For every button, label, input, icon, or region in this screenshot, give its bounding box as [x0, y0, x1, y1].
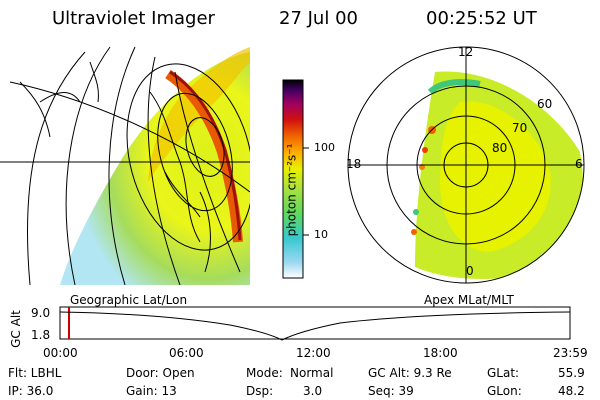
status-glon-value: 48.2 [558, 384, 585, 398]
colorbar [282, 79, 309, 279]
mlt-label-0: 0 [466, 264, 474, 278]
auroral-oval [165, 69, 243, 243]
status-gc-alt: GC Alt: 9.3 Re [368, 366, 452, 380]
mlt-label-6: 6 [575, 157, 583, 171]
polar-panel-label: Apex MLat/MLT [424, 293, 514, 307]
colorbar-tick-100: 100 [314, 141, 335, 154]
geographic-image-panel [0, 46, 250, 285]
geo-panel-label: Geographic Lat/Lon [70, 293, 188, 307]
status-seq: Seq: 39 [368, 384, 414, 398]
timeline-xtick-1800: 18:00 [423, 346, 458, 360]
status-dsp-value: 3.0 [303, 384, 323, 398]
timeline-xtick-0000: 00:00 [43, 346, 78, 360]
status-mode-label: Mode: [246, 366, 283, 380]
mlat-label-60: 60 [537, 97, 553, 111]
timeline-xtick-2359: 23:59 [553, 346, 588, 360]
mlt-label-12: 12 [458, 45, 474, 59]
timeline-ytick-low: 1.8 [31, 328, 51, 342]
timeline-xtick-1200: 12:00 [296, 346, 331, 360]
mlat-label-80: 80 [492, 141, 508, 155]
colorbar-unit-label: photon cm⁻²s⁻¹ [284, 143, 299, 237]
status-glon-label: GLon: [487, 384, 522, 398]
altitude-timeline [59, 306, 571, 341]
colorbar-tick-10: 10 [314, 228, 328, 241]
status-filter: Flt: LBHL [8, 366, 62, 380]
mlat-label-70: 70 [512, 121, 528, 135]
timeline-ytick-high: 9.0 [31, 306, 51, 320]
status-dsp-label: Dsp: [246, 384, 274, 398]
status-door: Door: Open [126, 366, 195, 380]
status-ip: IP: 36.0 [8, 384, 54, 398]
mlt-label-18: 18 [346, 157, 362, 171]
timeline-axis-label: GC Alt [8, 310, 23, 348]
status-gain: Gain: 13 [126, 384, 177, 398]
status-glat-label: GLat: [487, 366, 520, 380]
status-glat-value: 55.9 [558, 366, 585, 380]
status-mode-value: Normal [290, 366, 334, 380]
date-display: 27 Jul 00 [279, 8, 358, 29]
time-display: 00:25:52 UT [426, 8, 537, 29]
app-title: Ultraviolet Imager [52, 8, 215, 29]
timeline-xtick-0600: 06:00 [169, 346, 204, 360]
polar-image-panel [347, 46, 585, 284]
altitude-curve [59, 311, 571, 341]
